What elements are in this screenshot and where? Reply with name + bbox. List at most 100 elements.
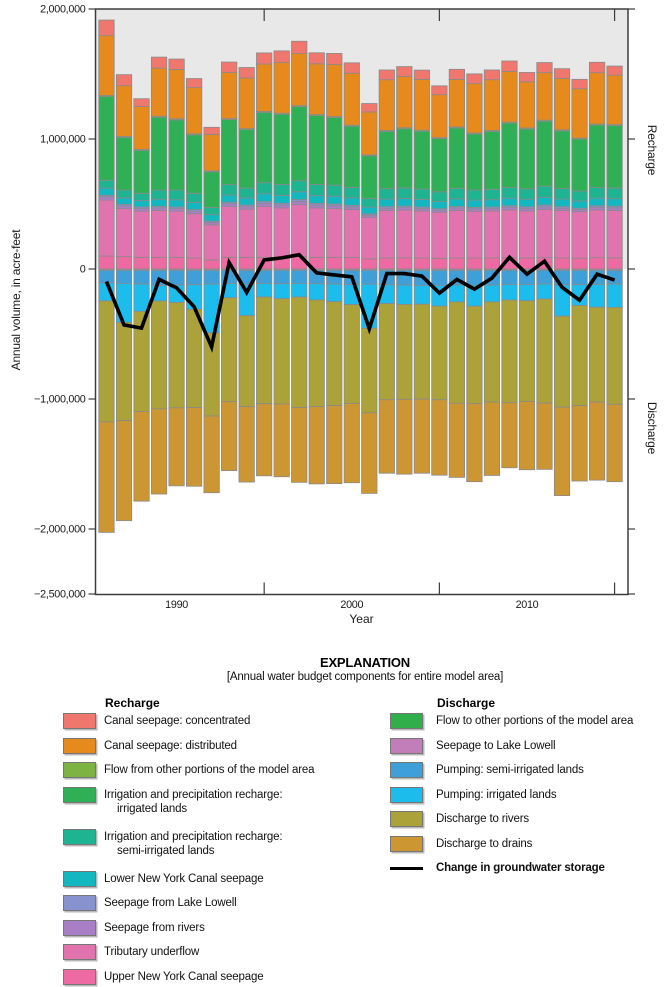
bar-segment-discharge	[588, 284, 606, 308]
bar-segment-recharge	[273, 204, 290, 209]
bar-segment-recharge	[361, 111, 378, 156]
bar-segment-recharge	[396, 198, 413, 207]
bar-segment-discharge	[326, 301, 343, 407]
bar-segment-recharge	[483, 69, 501, 81]
bar-segment-discharge	[536, 283, 553, 300]
bar-segment-recharge	[185, 134, 203, 194]
bar-segment-recharge	[361, 206, 378, 215]
bar-segment-recharge	[308, 63, 325, 115]
bar-segment-discharge	[273, 298, 290, 405]
color-swatch	[63, 762, 96, 778]
bar-segment-recharge	[150, 210, 168, 258]
legend-item: Tributary underflow	[63, 942, 373, 967]
bar-segment-recharge	[413, 79, 430, 131]
bar-segment-recharge	[501, 197, 518, 207]
legend-item: Canal seepage: concentrated	[63, 711, 373, 736]
bar-segment-recharge	[378, 69, 395, 81]
bar-segment-discharge	[413, 284, 430, 305]
bar-segment-recharge	[553, 68, 571, 79]
bar-segment-recharge	[483, 79, 501, 131]
bar-segment-discharge	[378, 303, 395, 401]
bar-segment-recharge	[571, 190, 588, 202]
bar-segment-recharge	[221, 119, 238, 186]
bar-segment-recharge	[256, 52, 273, 65]
bar-segment-discharge	[606, 283, 623, 308]
bar-segment-recharge	[115, 208, 133, 258]
bar-segment-recharge	[553, 188, 571, 200]
bar-segment-discharge	[448, 284, 466, 303]
bar-segment-recharge	[203, 214, 220, 222]
bar-segment-discharge	[308, 283, 325, 301]
bar-segment-recharge	[431, 211, 448, 259]
bar-segment-discharge	[256, 403, 273, 477]
bar-segment-discharge	[308, 406, 325, 485]
bar-segment-discharge	[536, 402, 553, 470]
bar-segment-recharge	[606, 257, 623, 270]
bar-segment-recharge	[203, 207, 220, 216]
bar-segment-recharge	[413, 257, 430, 270]
bar-segment-recharge	[501, 187, 518, 199]
bar-segment-discharge	[396, 304, 413, 400]
bar-segment-discharge	[501, 299, 518, 404]
bar-segment-recharge	[273, 50, 290, 63]
legend-item: Upper New York Canal seepage	[63, 967, 373, 987]
bar-segment-recharge	[378, 210, 395, 259]
bar-segment-recharge	[238, 197, 255, 206]
y-tick-label: 0	[80, 264, 86, 276]
bar-segment-discharge	[466, 305, 483, 405]
color-swatch	[63, 895, 96, 911]
bar-segment-discharge	[98, 421, 115, 533]
bar-segment-recharge	[361, 216, 378, 260]
bar-segment-recharge	[606, 198, 623, 207]
legend-label: Tributary underflow	[104, 946, 200, 958]
bar-segment-discharge	[588, 306, 606, 403]
bar-segment-recharge	[133, 256, 150, 270]
bar-segment-recharge	[483, 188, 501, 201]
bar-segment-discharge	[221, 401, 238, 472]
bar-segment-discharge	[483, 401, 501, 476]
bar-segment-recharge	[308, 52, 325, 65]
bar-segment-discharge	[168, 302, 185, 409]
legend-column-discharge: Flow to other portions of the model area…	[390, 711, 660, 883]
bar-segment-recharge	[168, 210, 185, 258]
bar-segment-recharge	[571, 257, 588, 270]
bar-segment-discharge	[361, 327, 378, 414]
bar-segment-recharge	[431, 85, 448, 96]
bar-segment-recharge	[133, 150, 150, 194]
bar-segment-recharge	[98, 19, 115, 37]
bar-segment-discharge	[150, 408, 168, 495]
bar-segment-recharge	[518, 128, 536, 190]
bar-segment-recharge	[185, 192, 203, 203]
x-tick-label: 2010	[516, 599, 539, 611]
bar-segment-recharge	[518, 81, 536, 129]
bar-segment-discharge	[501, 270, 518, 285]
color-swatch	[63, 968, 96, 985]
bar-segment-recharge	[536, 209, 553, 259]
bar-segment-recharge	[150, 56, 168, 69]
bar-segment-recharge	[553, 130, 571, 190]
bar-segment-recharge	[150, 67, 168, 117]
bar-segment-recharge	[326, 184, 343, 197]
bar-segment-discharge	[185, 407, 203, 487]
color-swatch	[63, 713, 96, 729]
bar-segment-recharge	[185, 202, 203, 210]
bar-segment-recharge	[326, 195, 343, 205]
bar-segment-recharge	[185, 257, 203, 270]
bar-segment-recharge	[326, 64, 343, 117]
bar-segment-recharge	[413, 199, 430, 208]
bar-segment-recharge	[308, 115, 325, 185]
bar-segment-discharge	[256, 283, 273, 298]
color-swatch	[63, 944, 96, 960]
bar-segment-recharge	[185, 78, 203, 89]
bar-segment-discharge	[115, 322, 133, 421]
bar-segment-discharge	[571, 405, 588, 482]
bar-segment-discharge	[606, 307, 623, 405]
bar-segment-recharge	[168, 119, 185, 191]
bar-segment-recharge	[203, 126, 220, 135]
bar-segment-recharge	[588, 61, 606, 74]
y-tick-label: −2,000,000	[34, 524, 86, 536]
bar-segment-discharge	[115, 270, 133, 284]
bar-segment-discharge	[115, 420, 133, 522]
bar-segment-discharge	[518, 300, 536, 402]
bar-segment-discharge	[431, 305, 448, 401]
